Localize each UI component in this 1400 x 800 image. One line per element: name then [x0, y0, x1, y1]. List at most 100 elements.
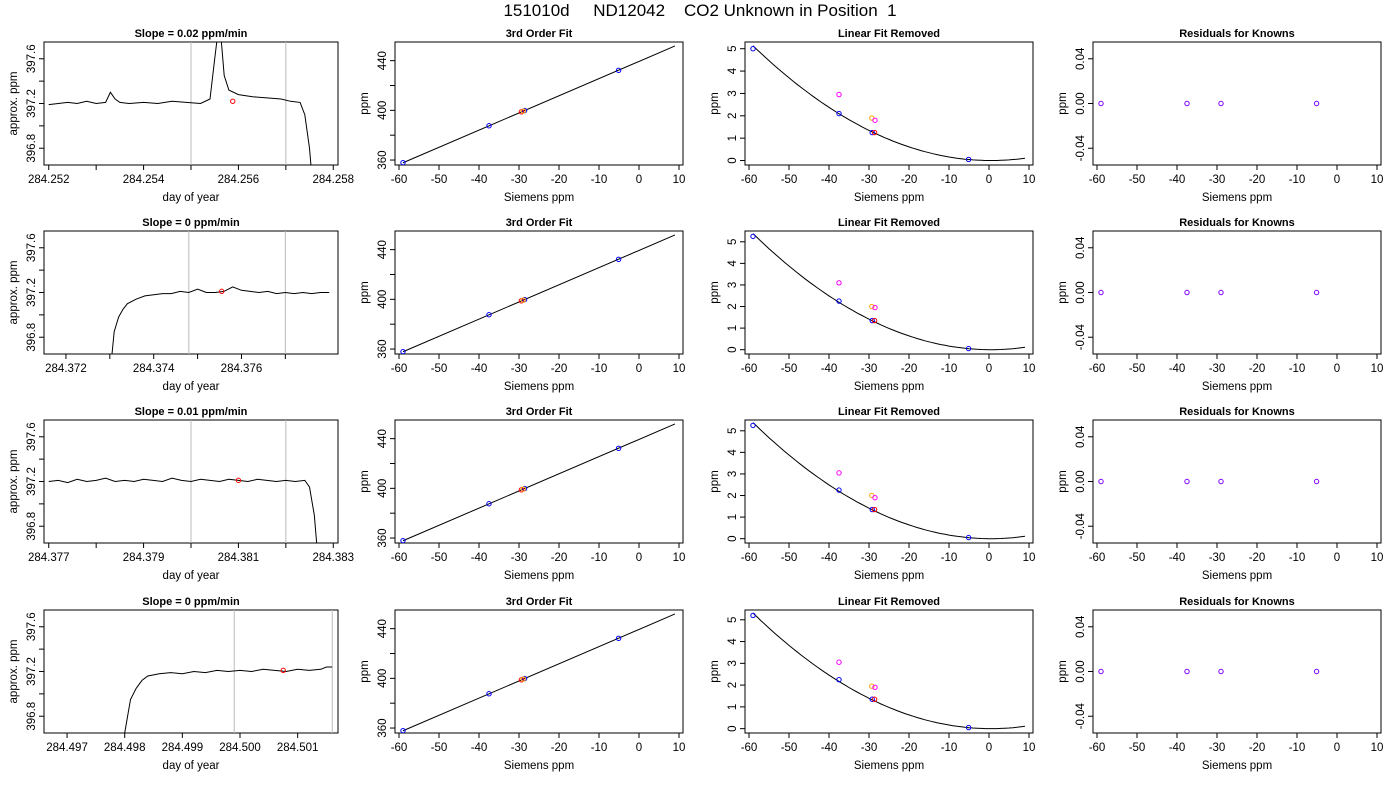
x-tick-label: -10 [591, 742, 608, 754]
x-tick-label: -50 [781, 552, 798, 564]
panel-r2-c1: Slope = 0 ppm/min 284.372 284.374 284.376 39… [8, 217, 339, 393]
y-axis-label: ppm [1057, 470, 1069, 492]
x-tick-label: -40 [821, 363, 838, 375]
x-tick-label: 284.379 [123, 552, 165, 564]
panel-title: 3rd Order Fit [506, 596, 573, 608]
series-line [111, 286, 330, 354]
x-tick-label: -10 [591, 552, 608, 564]
plot-area [750, 612, 1026, 731]
x-tick-label: 284.500 [219, 742, 261, 754]
x-tick-label: 10 [1371, 742, 1384, 754]
data-point [871, 317, 878, 324]
y-tick-label: -0.04 [1075, 324, 1087, 351]
x-tick-label: 284.498 [104, 742, 146, 754]
data-point [400, 537, 406, 543]
y-tick-label: 0.00 [1075, 470, 1087, 492]
figure-title: 151010d ND12042 CO2 Unknown in Position … [503, 1, 897, 20]
y-tick-label: 400 [377, 669, 389, 688]
y-tick-label: 360 [377, 528, 389, 547]
x-tick-label: -20 [551, 552, 568, 564]
x-tick-label: 10 [1371, 174, 1384, 186]
x-axis-label: Siemens ppm [854, 760, 924, 772]
x-axis-label: day of year [163, 192, 220, 204]
x-tick-label: 284.258 [312, 174, 354, 186]
data-point [219, 288, 225, 295]
x-tick-label: -20 [901, 552, 918, 564]
x-axis-label: Siemens ppm [854, 192, 924, 204]
x-tick-label: -10 [1289, 552, 1306, 564]
x-tick-label: -30 [1209, 742, 1226, 754]
x-tick-label: -50 [431, 174, 448, 186]
x-tick-label: -30 [861, 552, 878, 564]
plot-frame [394, 419, 684, 544]
panel-title: 3rd Order Fit [506, 217, 573, 229]
data-point [1218, 478, 1224, 485]
x-axis-label: Siemens ppm [504, 192, 574, 204]
data-point [230, 98, 236, 104]
y-axis-label: ppm [709, 470, 721, 492]
plot-area [48, 42, 312, 165]
x-tick-label: -30 [861, 174, 878, 186]
y-tick-label: 440 [377, 240, 389, 259]
data-point [836, 470, 842, 476]
x-tick-label: -50 [1129, 552, 1146, 564]
panel-r3-c4: Residuals for Knowns -60 -50 -40 -30 -20 -10 0 1… [1057, 406, 1383, 582]
y-tick-label: 1 [727, 704, 739, 710]
y-tick-label: 0.04 [1075, 236, 1087, 259]
data-point [1218, 100, 1224, 107]
data-point [400, 727, 406, 733]
panel-r4-c2: 3rd Order Fit -60 -50 -40 -30 -20 -10 0 10 360 400… [359, 596, 685, 772]
plot-frame [744, 230, 1034, 355]
x-tick-label: -10 [1289, 174, 1306, 186]
y-tick-label: 2 [727, 303, 739, 309]
plot-frame [744, 41, 1034, 166]
data-point [836, 298, 842, 304]
data-point [400, 348, 406, 354]
x-tick-label: -60 [1089, 174, 1106, 186]
x-tick-label: -40 [1169, 363, 1186, 375]
x-tick-label: 10 [1023, 552, 1036, 564]
x-tick-label: 0 [986, 174, 992, 186]
panel-r1-c3: Linear Fit Removed -60 -50 -40 -30 -20 -10 0 10 0… [709, 28, 1035, 204]
y-tick-label: 397.2 [26, 657, 38, 686]
x-tick-label: -50 [1129, 742, 1146, 754]
x-tick-label: 284.499 [162, 742, 204, 754]
data-point [871, 696, 878, 702]
plot-area [400, 45, 676, 165]
y-tick-label: 397.6 [26, 44, 38, 73]
y-tick-label: 396.8 [26, 702, 38, 731]
data-point [1218, 668, 1224, 675]
x-tick-label: 284.252 [28, 174, 70, 186]
panel-r2-c3: Linear Fit Removed -60 -50 -40 -30 -20 -10 0 10 0… [709, 217, 1035, 393]
plot-area [124, 610, 333, 733]
x-tick-label: 0 [1334, 363, 1340, 375]
fit-curve [752, 612, 1026, 730]
data-point [1098, 478, 1104, 485]
panel-r1-c2: 3rd Order Fit -60 -50 -40 -30 -20 -10 0 10 360 400… [359, 28, 685, 204]
data-point [1313, 668, 1320, 675]
panel-title: Slope = 0 ppm/min [142, 217, 240, 229]
x-tick-label: 10 [1371, 552, 1384, 564]
plot-area [1098, 289, 1320, 296]
y-tick-label: 397.2 [26, 89, 38, 118]
data-point [1184, 100, 1190, 107]
y-tick-label: 440 [377, 429, 389, 448]
x-tick-label: -60 [391, 552, 408, 564]
y-tick-label: 397.6 [26, 422, 38, 451]
x-tick-label: 10 [673, 363, 686, 375]
data-point [869, 696, 875, 702]
panel-r1-c1: Slope = 0.02 ppm/min 284.252 284.254 284.25… [8, 28, 354, 204]
plot-area [400, 423, 676, 543]
x-tick-label: -40 [471, 174, 488, 186]
y-tick-label: 0 [727, 535, 739, 541]
x-tick-label: -20 [1249, 742, 1266, 754]
fit-line [402, 613, 676, 732]
data-point [871, 506, 878, 513]
x-tick-label: -60 [391, 174, 408, 186]
y-axis-label: ppm [709, 92, 721, 114]
y-tick-label: 5 [727, 617, 739, 623]
x-tick-label: 10 [1023, 742, 1036, 754]
x-tick-label: -40 [471, 552, 488, 564]
x-tick-label: -10 [1289, 742, 1306, 754]
plot-frame [1092, 609, 1382, 734]
